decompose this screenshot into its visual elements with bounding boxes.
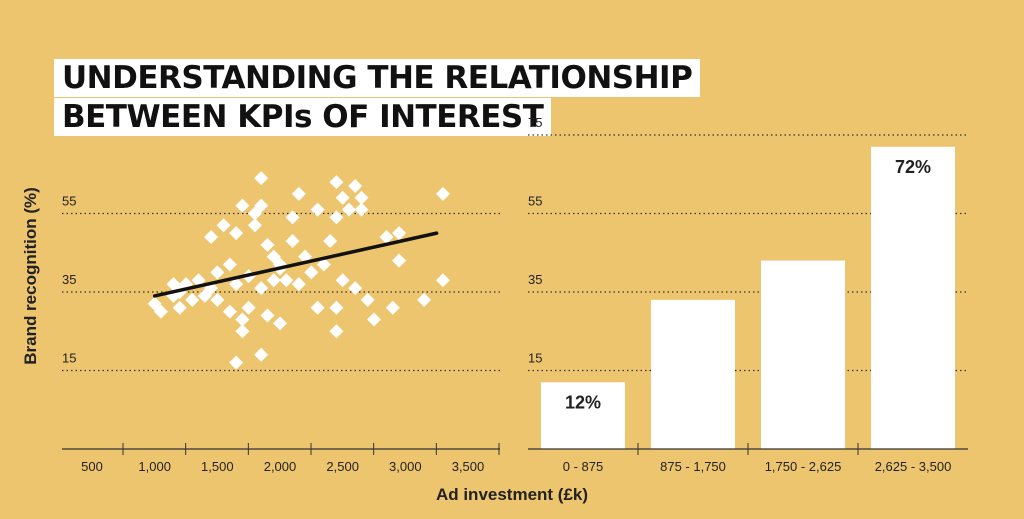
scatter-point (435, 273, 450, 288)
bar-data-label: 12% (565, 392, 601, 412)
scatter-point (254, 198, 269, 213)
scatter-point (260, 237, 275, 252)
x-axis-label: Ad investment (£k) (436, 485, 588, 504)
scatter-point (354, 202, 369, 217)
bar-y-tick: 15 (528, 351, 542, 366)
scatter-point (285, 233, 300, 248)
scatter-point (172, 300, 187, 315)
bar-x-axis: 0 - 875 875 - 1,750 1,750 - 2,625 2,625 - 3… (528, 443, 968, 474)
scatter-x-tick: 1,000 (138, 459, 171, 474)
scatter-x-tick: 500 (81, 459, 103, 474)
scatter-point (247, 206, 262, 221)
scatter-point (235, 312, 250, 327)
bar-y-tick: 35 (528, 272, 542, 287)
bar-data-label: 72% (895, 157, 931, 177)
scatter-point (329, 175, 344, 190)
scatter-point (266, 273, 281, 288)
bar-category-label: 1,750 - 2,625 (765, 459, 842, 474)
scatter-point (210, 292, 225, 307)
scatter-point (335, 273, 350, 288)
scatter-point (254, 347, 269, 362)
scatter-point (310, 300, 325, 315)
scatter-point (348, 281, 363, 296)
scatter-x-tick: 1,500 (201, 459, 234, 474)
scatter-gridlines (62, 212, 500, 372)
scatter-point (417, 292, 432, 307)
scatter-point (235, 324, 250, 339)
scatter-point (329, 324, 344, 339)
scatter-point (392, 226, 407, 241)
scatter-point (153, 304, 168, 319)
bar (871, 146, 955, 449)
scatter-point (204, 230, 219, 245)
bar-series: 12% 72% (541, 146, 955, 449)
bar (541, 382, 625, 449)
scatter-point (216, 218, 231, 233)
scatter-point (210, 265, 225, 280)
chart-title-line-2: BETWEEN KPIs OF INTEREST (54, 98, 552, 136)
bar-y-tick: 75 (528, 115, 542, 130)
scatter-point (348, 179, 363, 194)
scatter-point (354, 190, 369, 205)
y-axis-label: Brand recognition (%) (21, 187, 40, 365)
scatter-point (247, 218, 262, 233)
scatter-x-tick: 2,000 (264, 459, 297, 474)
scatter-points (147, 171, 450, 370)
scatter-point (235, 198, 250, 213)
scatter-point (329, 300, 344, 315)
scatter-y-tick: 55 (62, 194, 76, 209)
bar-gridlines (528, 134, 968, 372)
scatter-x-axis: 500 1,000 1,500 2,000 2,500 3,000 3,500 (62, 443, 500, 474)
scatter-point (185, 292, 200, 307)
scatter-point (260, 308, 275, 323)
scatter-point (335, 190, 350, 205)
bar-y-tick-labels: 75 55 35 15 (528, 115, 542, 366)
scatter-point (229, 226, 244, 241)
scatter-point (291, 186, 306, 201)
scatter-y-tick-labels: 55 35 15 (62, 194, 76, 366)
scatter-point (285, 210, 300, 225)
scatter-y-tick: 15 (62, 351, 76, 366)
scatter-point (435, 186, 450, 201)
scatter-x-tick: 3,000 (389, 459, 422, 474)
scatter-point (367, 312, 381, 327)
bar (761, 260, 845, 449)
scatter-x-tick: 2,500 (326, 459, 359, 474)
scatter-point (310, 202, 325, 217)
scatter-point (291, 277, 306, 292)
scatter-point (392, 253, 407, 268)
scatter-point (273, 316, 287, 331)
scatter-point (385, 300, 400, 315)
scatter-point (241, 300, 256, 315)
bar-category-label: 875 - 1,750 (660, 459, 726, 474)
scatter-y-tick: 35 (62, 272, 76, 287)
scatter-point (329, 210, 344, 225)
scatter-point (222, 257, 237, 272)
scatter-point (254, 281, 269, 296)
scatter-point (166, 277, 181, 292)
scatter-point (323, 233, 338, 248)
scatter-x-tick: 3,500 (452, 459, 485, 474)
scatter-point (229, 355, 244, 370)
scatter-point (147, 296, 162, 311)
bar-category-label: 2,625 - 3,500 (875, 459, 952, 474)
scatter-point (279, 273, 294, 288)
chart-title-line-1: UNDERSTANDING THE RELATIONSHIP (54, 59, 701, 97)
trend-line (152, 231, 439, 298)
scatter-point (197, 288, 212, 303)
scatter-point (341, 202, 356, 217)
scatter-point (304, 265, 319, 280)
scatter-point (266, 249, 281, 264)
bar-y-tick: 55 (528, 194, 542, 209)
bar-category-label: 0 - 875 (563, 459, 603, 474)
scatter-point (360, 292, 375, 307)
scatter-point (254, 171, 269, 186)
scatter-point (222, 304, 237, 319)
scatter-point (229, 277, 244, 292)
bar (651, 299, 735, 449)
scatter-point (316, 257, 331, 272)
scatter-point (379, 230, 394, 245)
